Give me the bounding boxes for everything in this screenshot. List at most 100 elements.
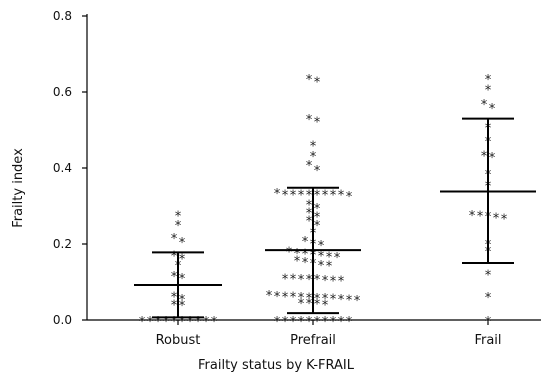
data-point: * xyxy=(313,76,321,91)
data-point: * xyxy=(301,256,309,271)
data-point: * xyxy=(337,315,345,330)
data-point: * xyxy=(345,190,353,205)
data-point: * xyxy=(345,315,353,330)
data-point: * xyxy=(484,73,492,88)
x-axis-title: Frailty status by K-FRAIL xyxy=(198,358,355,373)
data-point: * xyxy=(178,293,186,308)
data-point: * xyxy=(313,298,321,313)
data-point: * xyxy=(337,293,345,308)
data-point: * xyxy=(325,260,333,275)
data-point: * xyxy=(305,73,313,88)
data-point: * xyxy=(305,291,313,306)
data-point: * xyxy=(484,291,492,306)
data-point: * xyxy=(210,315,218,330)
data-point: * xyxy=(484,315,492,330)
data-point: * xyxy=(273,315,281,330)
data-point: * xyxy=(309,150,317,165)
data-point: * xyxy=(170,270,178,285)
data-point: * xyxy=(305,159,313,174)
data-point: * xyxy=(281,315,289,330)
data-point: * xyxy=(484,84,492,99)
data-point: * xyxy=(329,274,337,289)
data-point: * xyxy=(480,98,488,113)
data-point: * xyxy=(488,151,496,166)
data-point: * xyxy=(301,235,309,250)
data-point: * xyxy=(289,188,297,203)
data-point: * xyxy=(301,247,309,262)
data-point: * xyxy=(321,315,329,330)
data-point: * xyxy=(313,292,321,307)
data-point: * xyxy=(317,250,325,265)
data-point: * xyxy=(305,315,313,330)
data-point: * xyxy=(281,272,289,287)
data-point: * xyxy=(313,188,321,203)
summary-bars xyxy=(134,117,536,319)
data-point: * xyxy=(170,299,178,314)
data-point: * xyxy=(321,274,329,289)
data-point: * xyxy=(289,315,297,330)
data-point: * xyxy=(305,273,313,288)
data-point: * xyxy=(297,188,305,203)
data-point: * xyxy=(285,245,293,260)
data-point: * xyxy=(281,188,289,203)
data-point: * xyxy=(500,212,508,227)
data-point: * xyxy=(186,315,194,330)
data-point: * xyxy=(297,273,305,288)
data-points: *** ** ** ** ** ** * * * * * * * * ** ** **** ** * * * * * * * * *… xyxy=(138,73,508,330)
data-point: * xyxy=(289,272,297,287)
data-point: * xyxy=(313,273,321,288)
y-tick-label: 0.2 xyxy=(53,237,72,251)
data-point: * xyxy=(492,211,500,226)
data-point: * xyxy=(293,255,301,270)
data-point: * xyxy=(329,188,337,203)
data-point: * xyxy=(297,315,305,330)
data-point: * xyxy=(305,113,313,128)
data-point: * xyxy=(281,290,289,305)
data-point: * xyxy=(202,315,210,330)
x-category-labels: Robust Prefrail Frail xyxy=(156,320,502,348)
data-point: * xyxy=(178,299,186,314)
data-point: * xyxy=(313,219,321,234)
y-tick-label: 0.8 xyxy=(53,9,72,23)
data-point: * xyxy=(170,249,178,264)
data-point: * xyxy=(293,247,301,262)
data-point: * xyxy=(484,269,492,284)
data-point: * xyxy=(194,315,202,330)
data-point: * xyxy=(329,315,337,330)
data-point: * xyxy=(174,219,182,234)
data-point: * xyxy=(321,298,329,313)
data-point: * xyxy=(170,315,178,330)
data-point: * xyxy=(480,150,488,165)
data-point: * xyxy=(305,198,313,213)
y-ticks: 0.0 0.2 0.4 0.6 0.8 xyxy=(53,9,87,327)
data-point: * xyxy=(325,250,333,265)
data-point: * xyxy=(305,188,313,203)
data-point: * xyxy=(329,293,337,308)
data-point: * xyxy=(305,297,313,312)
data-point: * xyxy=(178,315,186,330)
data-point: * xyxy=(162,315,170,330)
y-tick-label: 0.4 xyxy=(53,161,72,175)
x-category-label: Prefrail xyxy=(290,333,336,348)
data-point: * xyxy=(317,239,325,254)
data-point: * xyxy=(317,259,325,274)
data-point: * xyxy=(313,164,321,179)
x-category-label: Robust xyxy=(156,333,201,348)
x-category-label: Frail xyxy=(474,333,501,348)
data-point: * xyxy=(337,275,345,290)
data-point: * xyxy=(333,251,341,266)
data-point: * xyxy=(313,116,321,131)
data-point: * xyxy=(178,272,186,287)
data-point: * xyxy=(313,315,321,330)
data-point: * xyxy=(313,211,321,226)
data-point: * xyxy=(265,289,273,304)
data-point: * xyxy=(313,202,321,217)
data-point: * xyxy=(154,315,162,330)
data-point: * xyxy=(178,252,186,267)
data-point: * xyxy=(353,294,361,309)
y-tick-label: 0.0 xyxy=(53,313,72,327)
y-axis-title: Frailty index xyxy=(11,148,26,228)
data-point: * xyxy=(138,315,146,330)
data-point: * xyxy=(488,102,496,117)
